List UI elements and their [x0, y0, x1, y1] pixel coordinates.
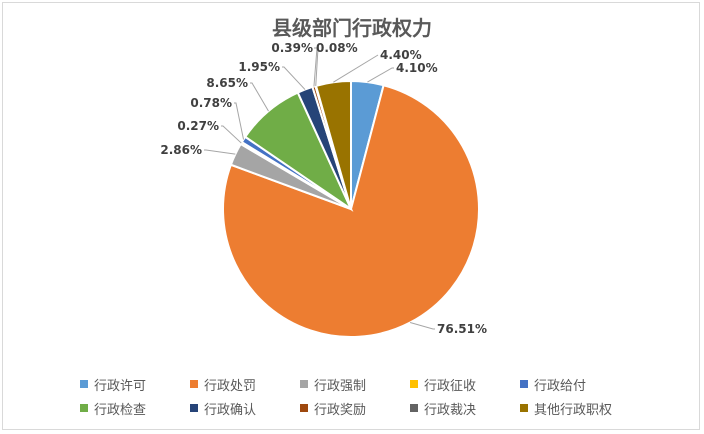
- leader-line: [204, 149, 236, 155]
- data-label: 76.51%: [437, 322, 487, 336]
- leader-line: [282, 66, 306, 90]
- legend-item: 行政裁决: [410, 399, 520, 418]
- chart-legend: 行政许可 行政处罚 行政强制 行政征收 行政给付 行政检查 行政确认 行政奖励 …: [80, 372, 680, 420]
- legend-item: 行政许可: [80, 375, 190, 394]
- leader-line: [314, 47, 319, 86]
- data-label: 8.65%: [206, 76, 248, 90]
- data-label: 4.40%: [380, 48, 422, 62]
- legend-swatch: [190, 380, 198, 388]
- legend-label: 行政确认: [204, 402, 257, 418]
- pie-slice: [222, 84, 480, 338]
- leader-line: [221, 125, 242, 144]
- leader-line: [250, 82, 269, 112]
- data-label: 0.08%: [316, 41, 358, 55]
- legend-swatch: [520, 404, 528, 412]
- data-label: 4.10%: [396, 61, 438, 75]
- legend-label: 行政征收: [424, 378, 477, 394]
- legend-item: 行政确认: [190, 399, 300, 418]
- legend-label: 行政许可: [94, 378, 147, 394]
- legend-swatch: [300, 404, 308, 412]
- chart-title: 县级部门行政权力: [272, 16, 432, 40]
- legend-label: 行政处罚: [204, 378, 257, 394]
- legend-row-1: 行政许可 行政处罚 行政强制 行政征收 行政给付: [80, 372, 680, 396]
- legend-item: 行政奖励: [300, 399, 410, 418]
- legend-label: 其他行政职权: [534, 402, 613, 418]
- legend-swatch: [80, 380, 88, 388]
- legend-item: 行政检查: [80, 399, 190, 418]
- leader-line: [409, 322, 435, 330]
- data-label: 0.27%: [177, 119, 219, 133]
- legend-swatch: [410, 380, 418, 388]
- leader-line: [367, 67, 394, 83]
- legend-swatch: [520, 380, 528, 388]
- legend-swatch: [300, 380, 308, 388]
- legend-swatch: [190, 404, 198, 412]
- legend-row-2: 行政检查 行政确认 行政奖励 行政裁决 其他行政职权: [80, 396, 680, 420]
- legend-label: 行政强制: [314, 378, 367, 394]
- legend-label: 行政检查: [94, 402, 147, 418]
- legend-item: 行政给付: [520, 375, 630, 394]
- legend-swatch: [80, 404, 88, 412]
- legend-item: 行政强制: [300, 375, 410, 394]
- data-label: 2.86%: [160, 143, 202, 157]
- data-label: 0.39%: [271, 41, 313, 55]
- legend-item: 其他行政职权: [520, 399, 630, 418]
- legend-item: 行政征收: [410, 375, 520, 394]
- legend-label: 行政裁决: [424, 402, 477, 418]
- legend-item: 行政处罚: [190, 375, 300, 394]
- legend-label: 行政奖励: [314, 402, 367, 418]
- data-label: 1.95%: [238, 60, 280, 74]
- legend-swatch: [410, 404, 418, 412]
- legend-label: 行政给付: [534, 378, 587, 394]
- data-label: 0.78%: [190, 96, 232, 110]
- leader-line: [234, 102, 245, 140]
- leader-line: [333, 54, 379, 83]
